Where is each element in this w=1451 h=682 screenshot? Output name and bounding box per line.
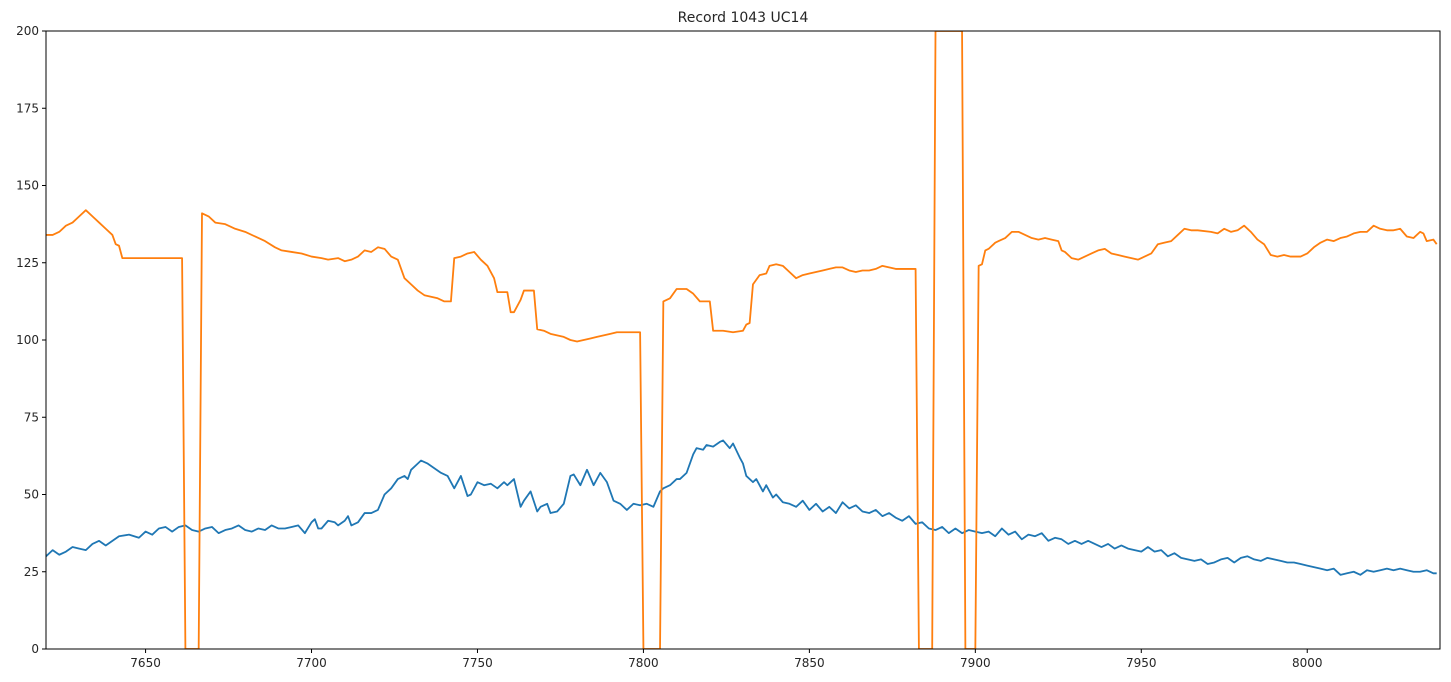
y-tick-label: 100 [16, 333, 39, 347]
x-tick-label: 7700 [296, 656, 327, 670]
y-tick-label: 0 [31, 642, 39, 656]
y-tick-label: 25 [24, 565, 39, 579]
y-axis: 0 25 50 75 100 125 150 175 200 [16, 24, 46, 656]
series-layer [46, 31, 1438, 649]
x-tick-label: 7900 [960, 656, 991, 670]
x-axis: 7650 7700 7750 7800 7850 7900 7950 8000 [130, 649, 1323, 670]
axes-frame [45, 30, 1441, 650]
chart-title: Record 1043 UC14 [678, 10, 809, 26]
series-line-1 [46, 439, 1437, 576]
y-tick-label: 125 [16, 256, 39, 270]
x-tick-label: 7650 [130, 656, 161, 670]
y-tick-label: 150 [16, 179, 39, 193]
y-tick-label: 75 [24, 410, 39, 424]
x-tick-label: 7950 [1126, 656, 1157, 670]
x-tick-label: 7750 [462, 656, 493, 670]
x-tick-label: 7800 [628, 656, 659, 670]
x-tick-label: 8000 [1292, 656, 1323, 670]
x-tick-label: 7850 [794, 656, 825, 670]
y-tick-label: 175 [16, 101, 39, 115]
y-tick-label: 200 [16, 24, 39, 38]
y-tick-label: 50 [24, 488, 39, 502]
series-line-2 [46, 31, 1438, 649]
